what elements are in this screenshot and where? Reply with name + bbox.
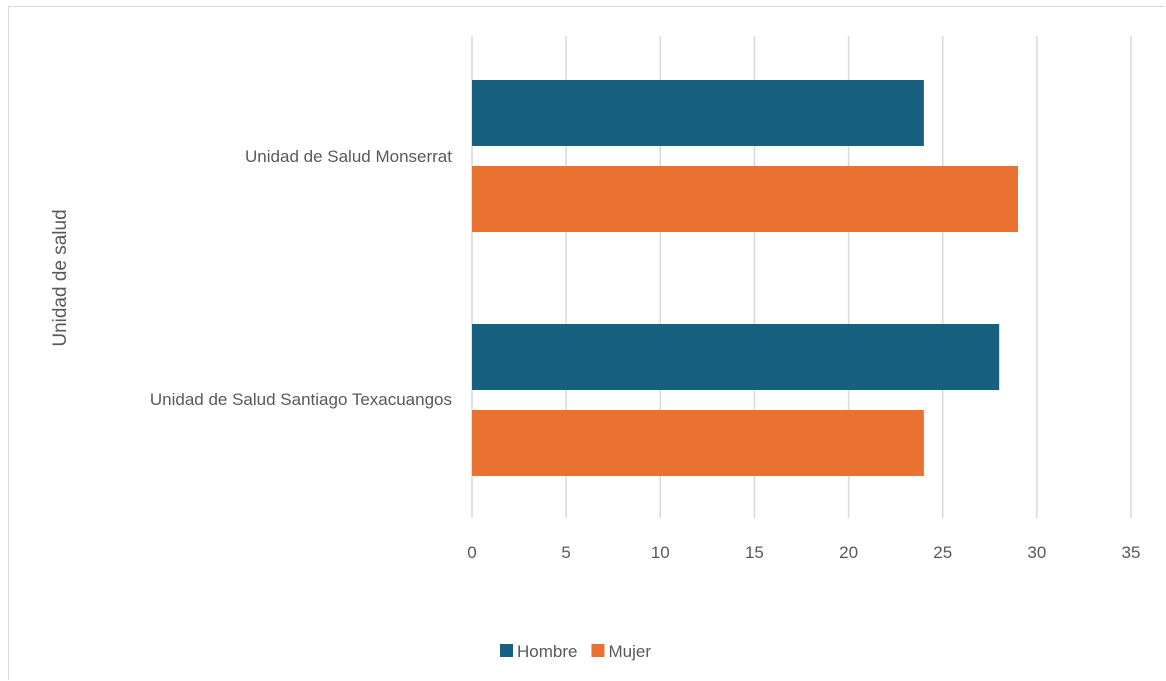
category-label: Unidad de Salud Santiago Texacuangos bbox=[150, 390, 452, 409]
bar-mujer-1 bbox=[472, 166, 1019, 232]
legend-item-mujer: Mujer bbox=[591, 642, 651, 661]
legend-label: Hombre bbox=[517, 642, 577, 661]
x-tick-label: 15 bbox=[745, 543, 764, 562]
category-label: Unidad de Salud Monserrat bbox=[245, 147, 452, 166]
x-tick-label: 0 bbox=[467, 543, 476, 562]
legend-swatch bbox=[591, 644, 605, 657]
x-tick-label: 25 bbox=[933, 543, 952, 562]
legend: Hombre Mujer bbox=[500, 642, 651, 661]
bar-hombre-2 bbox=[472, 324, 1000, 390]
x-tick-label: 5 bbox=[561, 543, 570, 562]
bars bbox=[472, 80, 1019, 476]
x-axis-ticks: 0 5 10 15 20 25 30 35 bbox=[467, 543, 1140, 562]
y-axis-label: Unidad de salud bbox=[50, 209, 71, 346]
bar-hombre-1 bbox=[472, 80, 924, 146]
x-tick-label: 30 bbox=[1027, 543, 1046, 562]
legend-swatch bbox=[500, 644, 513, 657]
legend-label: Mujer bbox=[608, 642, 651, 661]
x-tick-label: 35 bbox=[1122, 543, 1141, 562]
category-labels: Unidad de Salud Monserrat Unidad de Salud… bbox=[150, 147, 452, 409]
legend-item-hombre: Hombre bbox=[500, 642, 577, 661]
x-tick-label: 20 bbox=[839, 543, 858, 562]
chart-frame bbox=[8, 6, 1165, 680]
x-tick-label: 10 bbox=[651, 543, 670, 562]
bar-mujer-2 bbox=[472, 410, 924, 476]
